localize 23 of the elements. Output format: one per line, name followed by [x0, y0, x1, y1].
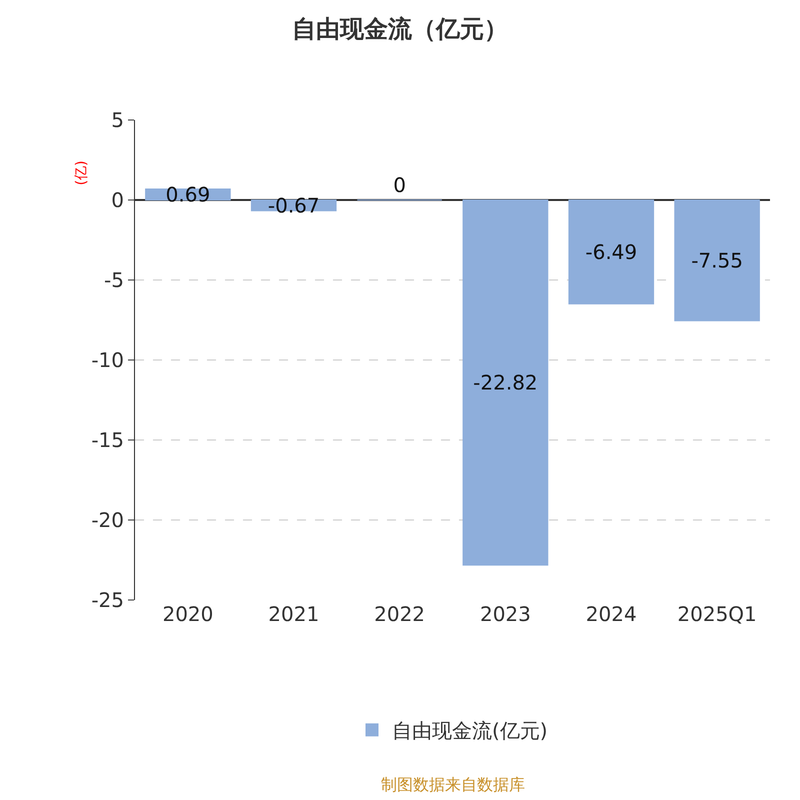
y-tick-label: -5: [104, 268, 124, 292]
y-tick-label: -20: [91, 508, 124, 532]
y-tick-label: 5: [111, 108, 124, 132]
data-label: 0.69: [166, 182, 210, 206]
text: 制图数据来自数据库: [381, 775, 525, 794]
data-label: -0.67: [268, 193, 320, 218]
data-label: -6.49: [585, 240, 638, 264]
x-tick-label: 2021: [268, 602, 320, 626]
y-tick-label: -10: [91, 348, 124, 372]
x-tick-label: 2024: [586, 602, 637, 626]
data-label: 0: [393, 173, 406, 197]
chart-title: 自由现金流（亿元）: [292, 14, 508, 43]
legend-label: 自由现金流(亿元): [392, 718, 548, 743]
x-tick-label: 2020: [162, 602, 214, 626]
x-tick-label: 2023: [480, 602, 531, 626]
x-tick-label: 2022: [374, 602, 426, 626]
data-label: -22.82: [473, 370, 538, 395]
data-label: -7.55: [691, 248, 743, 272]
y-tick-label: -15: [91, 428, 124, 452]
x-tick-label: 2025Q1: [677, 602, 757, 626]
y-tick-label: -25: [91, 588, 124, 612]
y-axis-title: (亿): [74, 160, 90, 186]
y-tick-label: 0: [111, 188, 124, 212]
